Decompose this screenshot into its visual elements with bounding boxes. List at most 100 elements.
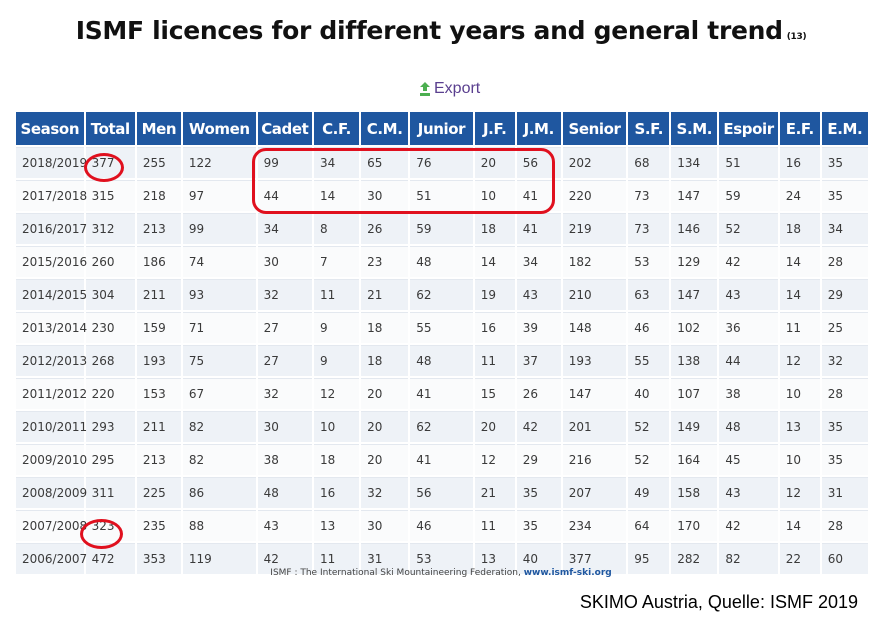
table-cell: 20: [474, 411, 515, 442]
table-cell: 63: [628, 279, 670, 310]
table-cell: 2014/2015: [16, 279, 87, 310]
table-cell: 218: [136, 180, 181, 211]
table-cell: 295: [85, 444, 135, 475]
table-cell: 11: [313, 279, 360, 310]
table-cell: 41: [410, 444, 473, 475]
table-cell: 315: [85, 180, 135, 211]
table-cell: 170: [671, 510, 718, 541]
table-cell: 16: [313, 477, 360, 508]
table-cell: 16: [474, 312, 515, 343]
table-cell: 30: [361, 180, 409, 211]
table-cell: 51: [410, 180, 473, 211]
table-cell: 27: [257, 312, 312, 343]
table-cell: 75: [182, 345, 256, 376]
table-cell: 74: [182, 246, 256, 277]
table-cell: 12: [779, 477, 820, 508]
table-cell: 2010/2011: [16, 411, 87, 442]
table-cell: 20: [474, 147, 515, 178]
table-cell: 99: [257, 147, 312, 178]
column-header: Season: [16, 112, 84, 145]
export-label: Export: [434, 80, 481, 97]
table-cell: 29: [516, 444, 561, 475]
table-cell: 35: [516, 510, 561, 541]
table-cell: 2015/2016: [16, 246, 87, 277]
table-cell: 2009/2010: [16, 444, 87, 475]
table-cell: 210: [562, 279, 627, 310]
table-cell: 134: [671, 147, 718, 178]
column-header: J.F.: [474, 112, 515, 145]
table-cell: 304: [85, 279, 135, 310]
table-cell: 13: [474, 543, 515, 574]
table-row: 2017/2018 315 218 97 44 14 30 51 10 41 220 73 147 59 2…: [16, 180, 868, 211]
table-cell: 62: [410, 279, 473, 310]
table-cell: 201: [562, 411, 627, 442]
footer-link[interactable]: www.ismf-ski.org: [523, 568, 612, 578]
table-cell: 51: [719, 147, 778, 178]
source-note: SKIMO Austria, Quelle: ISMF 2019: [579, 592, 858, 612]
table-cell: 9: [313, 345, 360, 376]
table-cell: 312: [85, 213, 135, 244]
table-cell: 67: [182, 378, 256, 409]
table-cell: 213: [136, 213, 181, 244]
table-row: 2014/2015 304 211 93 32 11 21 62 19 43 210 63 147 43 1…: [16, 279, 868, 310]
table-cell: 48: [257, 477, 312, 508]
footer: ISMF : The International Ski Mountaineer…: [0, 568, 882, 578]
table-cell: 146: [671, 213, 718, 244]
table-cell: 43: [719, 477, 778, 508]
table-cell: 36: [719, 312, 778, 343]
table-cell: 2017/2018: [16, 180, 87, 211]
table-cell: 122: [182, 147, 256, 178]
table-row: 2007/2008 323 235 88 43 13 30 46 11 35 234 64 170 42 1…: [16, 510, 868, 541]
table-cell: 20: [361, 378, 409, 409]
table-cell: 353: [136, 543, 181, 574]
table-cell: 129: [671, 246, 718, 277]
table-cell: 53: [628, 246, 670, 277]
title-text: ISMF licences for different years and ge…: [75, 16, 783, 45]
table-cell: 164: [671, 444, 718, 475]
table-cell: 44: [719, 345, 778, 376]
column-header: C.M.: [361, 112, 409, 145]
table-cell: 235: [136, 510, 181, 541]
table-cell: 68: [628, 147, 670, 178]
table-cell: 55: [628, 345, 670, 376]
table-cell: 35: [821, 411, 868, 442]
column-header: J.M.: [516, 112, 561, 145]
table-cell: 86: [182, 477, 256, 508]
table-cell: 59: [410, 213, 473, 244]
table-cell: 52: [628, 411, 670, 442]
table-cell: 23: [361, 246, 409, 277]
column-header: E.F.: [779, 112, 820, 145]
table-cell: 18: [361, 345, 409, 376]
table-cell: 20: [361, 444, 409, 475]
table-cell: 147: [671, 279, 718, 310]
table-cell: 18: [474, 213, 515, 244]
table-row: 2008/2009 311 225 86 48 16 32 56 21 35 207 49 158 43 1…: [16, 477, 868, 508]
table-cell: 22: [779, 543, 820, 574]
table-cell: 159: [136, 312, 181, 343]
table-cell: 82: [182, 411, 256, 442]
table-cell: 220: [562, 180, 627, 211]
export-icon: [420, 82, 430, 96]
table-cell: 26: [516, 378, 561, 409]
table-cell: 16: [779, 147, 820, 178]
table-cell: 59: [719, 180, 778, 211]
table-cell: 97: [182, 180, 256, 211]
column-header: Total: [85, 112, 135, 145]
footer-text: ISMF : The International Ski Mountaineer…: [270, 568, 524, 578]
table-cell: 12: [313, 378, 360, 409]
table-cell: 40: [628, 378, 670, 409]
table-cell: 44: [257, 180, 312, 211]
table-cell: 52: [719, 213, 778, 244]
table-cell: 18: [779, 213, 820, 244]
table-header-row: Season Total Men Women Cadet C.F. C.M. Junior J.…: [16, 112, 868, 145]
table-cell: 10: [474, 180, 515, 211]
table-cell: 95: [628, 543, 670, 574]
table-row: 2012/2013 268 193 75 27 9 18 48 11 37 193 55 138 44 12…: [16, 345, 868, 376]
table-cell: 26: [361, 213, 409, 244]
table-cell: 48: [410, 246, 473, 277]
table-cell: 12: [779, 345, 820, 376]
table-cell: 37: [516, 345, 561, 376]
table-cell: 43: [257, 510, 312, 541]
table-cell: 158: [671, 477, 718, 508]
export-button[interactable]: Export: [418, 80, 480, 98]
